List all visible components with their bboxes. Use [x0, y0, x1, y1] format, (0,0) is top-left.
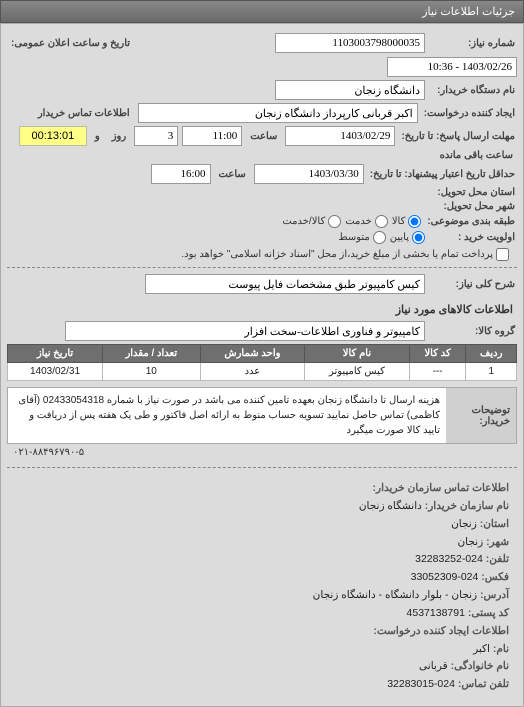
radio-low-input[interactable] — [412, 231, 425, 244]
radio-goods[interactable]: کالا — [392, 215, 422, 228]
label-buyer-contact: اطلاعات تماس خریدار — [34, 108, 134, 119]
radio-service-input[interactable] — [375, 215, 388, 228]
radio-goods-service-input[interactable] — [328, 215, 341, 228]
radio-low-label: پایین — [390, 232, 409, 243]
contact-ctel: 024-32283015 — [387, 678, 455, 690]
radio-mid-label: متوسط — [338, 232, 369, 243]
check-note-input[interactable] — [496, 248, 509, 261]
org-input[interactable] — [275, 80, 425, 100]
cell-code: --- — [409, 363, 466, 381]
label-category: طبقه بندی موضوعی: — [425, 216, 517, 227]
label-org: نام دستگاه خریدار: — [429, 85, 517, 96]
contact-addr-lbl: آدرس: — [480, 589, 509, 601]
creator-title: اطلاعات ایجاد کننده درخواست: — [373, 625, 509, 637]
th-unit: واحد شمارش — [200, 345, 305, 363]
cell-row: 1 — [466, 363, 517, 381]
description-label: توضیحات خریدار: — [446, 388, 516, 443]
contact-ctel-lbl: تلفن تماس: — [458, 678, 509, 690]
label-req-no: شماره نیاز: — [429, 38, 517, 49]
contact-lname-lbl: نام خانوادگی: — [451, 660, 509, 672]
cell-date: 1403/02/31 — [8, 363, 103, 381]
radio-mid[interactable]: متوسط — [338, 231, 385, 244]
announce-input[interactable] — [387, 57, 517, 77]
deadline-remain-input — [19, 126, 87, 146]
contact-tel: 024-32283252 — [415, 553, 483, 565]
th-name: نام کالا — [305, 345, 409, 363]
deadline-time-input[interactable] — [182, 126, 242, 146]
contact-city-lbl: شهر: — [486, 536, 509, 548]
contact-name: اکبر — [473, 643, 490, 655]
contact-title: اطلاعات تماس سازمان خریدار: — [373, 482, 509, 494]
table-header-row: ردیف کد کالا نام کالا واحد شمارش تعداد /… — [8, 345, 517, 363]
description-text: هزینه ارسال تا دانشگاه زنجان بعهده تامین… — [8, 388, 446, 443]
label-day: روز — [108, 131, 131, 142]
divider-1 — [7, 267, 517, 268]
contact-addr: زنجان - بلوار دانشگاه - دانشگاه زنجان — [313, 589, 477, 601]
items-title: اطلاعات کالاهای مورد نیاز — [7, 297, 517, 318]
label-valid: حداقل تاریخ اعتبار پیشنهاد: تا تاریخ: — [368, 169, 517, 180]
short-desc-input[interactable] — [145, 274, 425, 294]
label-short-desc: شرح کلی نیاز: — [429, 279, 517, 290]
label-announce: تاریخ و ساعت اعلان عمومی: — [7, 38, 134, 49]
group-input[interactable] — [65, 321, 425, 341]
th-qty: تعداد / مقدار — [103, 345, 201, 363]
contact-org: دانشگاه زنجان — [359, 500, 422, 512]
label-time-2: ساعت — [215, 169, 250, 180]
label-time-1: ساعت — [246, 131, 281, 142]
cell-qty: 10 — [103, 363, 201, 381]
check-note[interactable]: پرداخت تمام یا بخشی از مبلغ خرید،از محل … — [181, 248, 509, 261]
radio-goods-service-label: کالا/خدمت — [282, 216, 325, 227]
th-date: تاریخ نیاز — [8, 345, 103, 363]
contact-fax: 024-33052309 — [411, 571, 479, 583]
description-box: توضیحات خریدار: هزینه ارسال تا دانشگاه ز… — [7, 387, 517, 444]
radio-low[interactable]: پایین — [390, 231, 425, 244]
radio-service[interactable]: خدمت — [345, 215, 388, 228]
cell-name: کیس کامپیوتر — [305, 363, 409, 381]
label-remain: ساعت باقی مانده — [436, 150, 517, 161]
attach-phone: ۰۲۱-۸۸۴۹۶۷۹۰-۵ — [7, 444, 517, 461]
contact-prov-lbl: استان: — [480, 518, 509, 530]
valid-date-input[interactable] — [254, 164, 364, 184]
contact-post: 4537138791 — [407, 607, 465, 619]
creator-input[interactable] — [138, 103, 418, 123]
contact-city: زنجان — [457, 536, 483, 548]
req-no-input[interactable] — [275, 33, 425, 53]
radio-goods-input[interactable] — [408, 215, 421, 228]
radio-mid-input[interactable] — [373, 231, 386, 244]
check-note-label: پرداخت تمام یا بخشی از مبلغ خرید،از محل … — [181, 249, 493, 260]
label-and: و — [91, 131, 104, 142]
label-creator: ایجاد کننده درخواست: — [422, 108, 517, 119]
radio-goods-service[interactable]: کالا/خدمت — [282, 215, 341, 228]
items-table: ردیف کد کالا نام کالا واحد شمارش تعداد /… — [7, 344, 517, 381]
contact-tel-lbl: تلفن: — [486, 553, 509, 565]
contact-fax-lbl: فکس: — [481, 571, 509, 583]
label-group: گروه کالا: — [429, 326, 517, 337]
label-deadline: مهلت ارسال پاسخ: تا تاریخ: — [399, 131, 517, 142]
deadline-date-input[interactable] — [285, 126, 395, 146]
panel-body: شماره نیاز: تاریخ و ساعت اعلان عمومی: نا… — [0, 23, 524, 707]
contact-name-lbl: نام: — [493, 643, 509, 655]
table-row[interactable]: 1 --- کیس کامپیوتر عدد 10 1403/02/31 — [8, 363, 517, 381]
contact-post-lbl: کد پستی: — [468, 607, 509, 619]
label-priority: اولویت خرید : — [429, 232, 517, 243]
cell-unit: عدد — [200, 363, 305, 381]
contact-prov: زنجان — [451, 518, 477, 530]
th-code: کد کالا — [409, 345, 466, 363]
radio-goods-label: کالا — [392, 216, 406, 227]
label-province: استان محل تحویل: — [429, 187, 517, 198]
divider-2 — [7, 467, 517, 468]
valid-time-input[interactable] — [151, 164, 211, 184]
radio-service-label: خدمت — [345, 216, 372, 227]
contact-block: اطلاعات تماس سازمان خریدار: نام سازمان خ… — [7, 474, 517, 700]
th-row: ردیف — [466, 345, 517, 363]
contact-lname: قربانی — [419, 660, 448, 672]
label-city: شهر محل تحویل: — [429, 201, 517, 212]
deadline-days-input[interactable] — [134, 126, 178, 146]
contact-org-lbl: نام سازمان خریدار: — [425, 500, 509, 512]
panel-header: جزئیات اطلاعات نیاز — [0, 0, 524, 23]
